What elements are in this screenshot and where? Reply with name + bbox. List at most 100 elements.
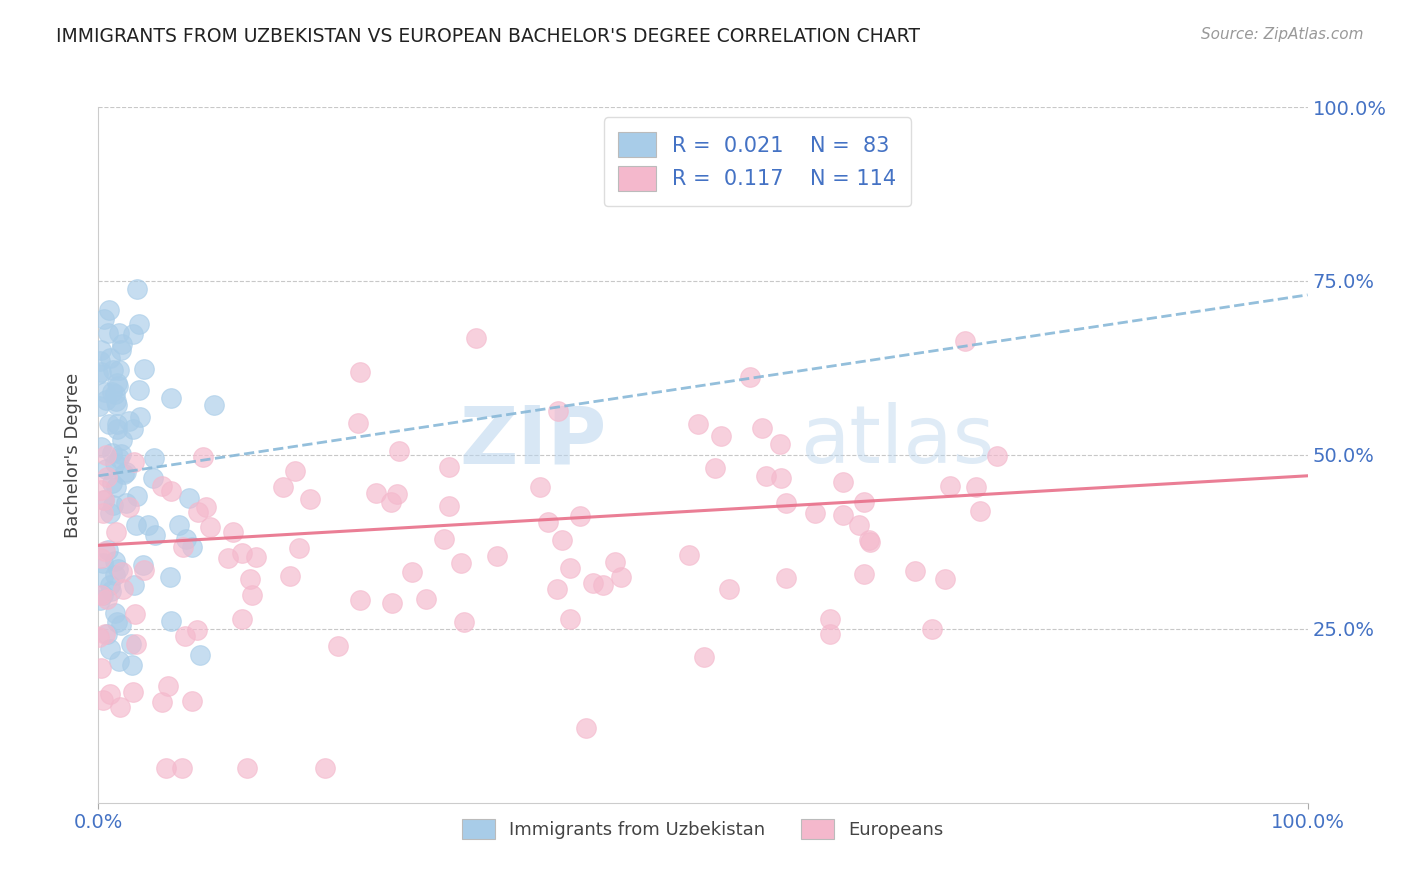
Point — [180, 694, 202, 708]
Point — [111, 433, 134, 447]
Point — [98, 351, 121, 365]
Point — [194, 500, 217, 514]
Point — [273, 480, 295, 494]
Point — [198, 520, 221, 534]
Point — [98, 506, 121, 520]
Point — [818, 612, 841, 626]
Point — [134, 362, 156, 376]
Point — [718, 582, 741, 597]
Point — [464, 331, 486, 345]
Point — [769, 436, 792, 450]
Point — [380, 495, 402, 509]
Point — [98, 687, 121, 701]
Point — [87, 630, 110, 644]
Point — [145, 528, 167, 542]
Point — [112, 467, 135, 481]
Point — [181, 540, 204, 554]
Point — [349, 593, 371, 607]
Point — [202, 398, 225, 412]
Point — [485, 549, 508, 563]
Point — [98, 642, 121, 657]
Point — [537, 515, 560, 529]
Point — [110, 447, 132, 461]
Point — [104, 387, 127, 401]
Point — [678, 548, 700, 562]
Point — [159, 570, 181, 584]
Point — [155, 761, 177, 775]
Point — [131, 558, 153, 573]
Point — [110, 343, 132, 358]
Point — [91, 556, 114, 570]
Point — [965, 480, 987, 494]
Point — [97, 326, 120, 340]
Point — [986, 449, 1008, 463]
Point — [831, 508, 853, 522]
Point — [90, 441, 112, 455]
Point — [160, 614, 183, 628]
Point — [575, 722, 598, 736]
Point — [91, 693, 114, 707]
Point — [235, 761, 257, 775]
Point — [969, 504, 991, 518]
Point — [110, 617, 132, 632]
Point — [108, 326, 131, 341]
Point — [349, 365, 371, 379]
Point — [955, 334, 977, 348]
Point — [108, 654, 131, 668]
Point — [437, 499, 460, 513]
Point — [107, 562, 129, 576]
Point — [240, 588, 263, 602]
Point — [107, 379, 129, 393]
Point — [97, 417, 120, 431]
Point — [568, 508, 591, 523]
Point — [299, 491, 322, 506]
Point — [104, 480, 127, 494]
Point — [231, 611, 253, 625]
Point — [239, 573, 262, 587]
Point — [105, 615, 128, 629]
Point — [125, 518, 148, 533]
Point — [172, 761, 194, 775]
Point — [172, 541, 194, 555]
Point — [858, 533, 880, 547]
Point — [104, 554, 127, 568]
Point — [115, 496, 138, 510]
Point — [128, 317, 150, 331]
Point — [107, 422, 129, 436]
Point — [121, 684, 143, 698]
Point — [94, 461, 117, 475]
Point — [89, 399, 111, 413]
Point — [90, 483, 112, 498]
Point — [96, 592, 118, 607]
Point — [120, 637, 142, 651]
Point — [94, 543, 117, 558]
Point — [90, 588, 112, 602]
Point — [96, 393, 118, 408]
Point — [157, 680, 180, 694]
Point — [93, 492, 115, 507]
Point — [364, 486, 387, 500]
Text: IMMIGRANTS FROM UZBEKISTAN VS EUROPEAN BACHELOR'S DEGREE CORRELATION CHART: IMMIGRANTS FROM UZBEKISTAN VS EUROPEAN B… — [56, 27, 921, 45]
Point — [121, 422, 143, 436]
Point — [177, 491, 200, 505]
Point — [97, 542, 120, 557]
Point — [818, 626, 841, 640]
Point — [775, 571, 797, 585]
Point — [118, 500, 141, 514]
Point — [710, 429, 733, 443]
Point — [105, 398, 128, 412]
Point — [91, 588, 114, 602]
Point — [529, 480, 551, 494]
Point — [740, 370, 762, 384]
Point — [111, 582, 134, 596]
Point — [104, 606, 127, 620]
Point — [101, 498, 124, 512]
Point — [852, 495, 875, 509]
Point — [222, 524, 245, 539]
Point — [90, 365, 112, 379]
Point — [560, 561, 582, 575]
Point — [90, 551, 112, 566]
Point — [280, 569, 302, 583]
Point — [96, 470, 118, 484]
Point — [605, 555, 627, 569]
